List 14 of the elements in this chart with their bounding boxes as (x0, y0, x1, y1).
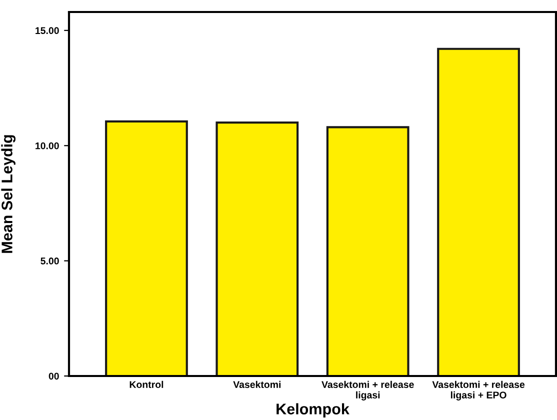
y-axis-title: Mean Sel Leydig (1, 135, 16, 253)
y-tick-label: 15.00 (36, 27, 59, 34)
x-tick-label: Vasektomi + release ligasi (322, 380, 414, 400)
y-tick-label: 00 (48, 372, 59, 380)
y-tick-label: 5.00 (40, 258, 59, 264)
x-tick-label: Vasektomi + release ligasi + EPO (432, 380, 525, 400)
y-tick-label: 10.00 (36, 142, 59, 150)
x-axis-title: Kelompok (276, 403, 350, 418)
x-tick-label: Kontrol (130, 380, 164, 388)
bar (105, 120, 188, 376)
bar (437, 48, 520, 376)
bar (216, 122, 299, 376)
x-tick-label: Vasektomi (233, 380, 281, 388)
bar (326, 126, 410, 376)
